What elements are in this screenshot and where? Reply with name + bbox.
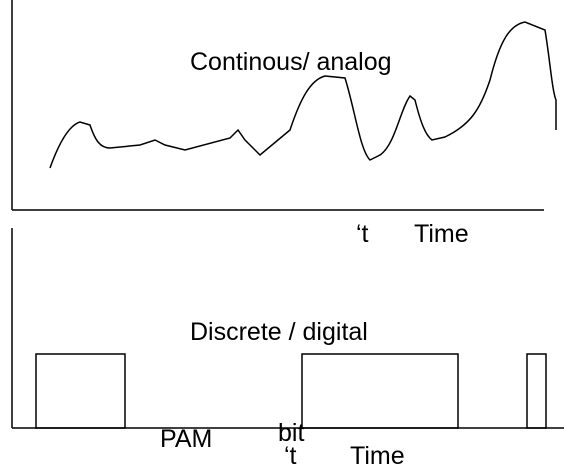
panel-label: Discrete / digital: [190, 318, 368, 346]
axis-marker: ‘t: [284, 442, 297, 466]
bit-label: bit: [278, 419, 304, 447]
top-panel: Continous/ analog ‘t Time: [11, 0, 557, 248]
pulse: [35, 353, 126, 429]
panel-label: Continous/ analog: [190, 48, 392, 76]
pulse: [301, 353, 459, 429]
pulse: [526, 353, 547, 429]
bottom-panel: Discrete / digital PAM bit ‘t Time: [11, 228, 564, 466]
pam-label: PAM: [160, 425, 212, 453]
axis-marker: ‘t: [356, 220, 369, 248]
axis-label: Time: [350, 442, 405, 466]
axis-label: Time: [414, 220, 469, 248]
analog-signal: [49, 21, 557, 169]
